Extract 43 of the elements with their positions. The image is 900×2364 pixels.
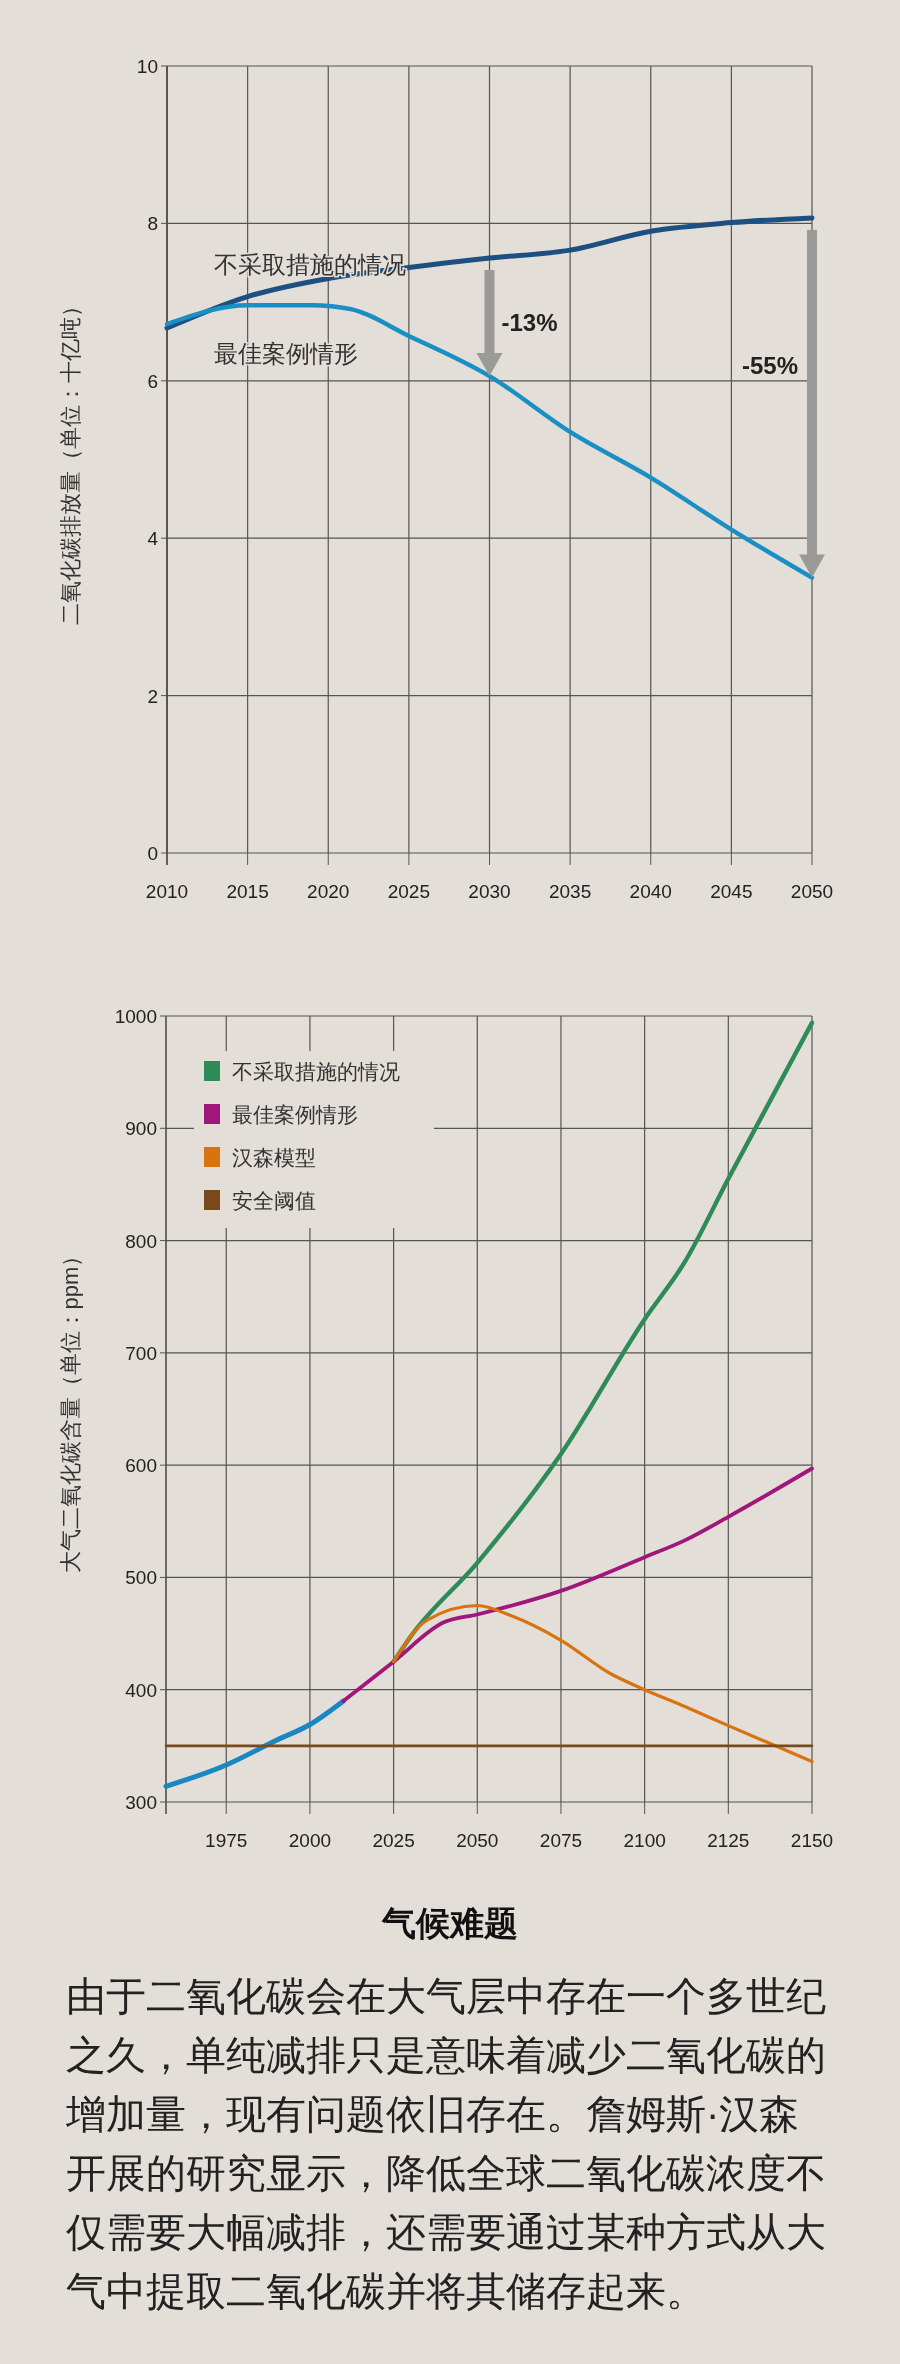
y-tick-label: 2 [147,685,158,707]
y-tick-label: 600 [125,1455,157,1477]
legend-label: 汉森模型 [232,1146,316,1169]
text: 由于二氧化碳会在大气层中存在一个多世纪之久，单纯减排只是意味着减少二氧化碳的增加量，现有问题依旧存在。詹姆斯·汉森开展的研究显示，降低全球二氧化碳浓度不仅需要大幅减排，还需要通过某种方式从大气中提取二氧化碳并将其储存起来。 [65,1974,826,2313]
y-tick-label: 900 [125,1118,157,1140]
x-tick-label: 2025 [372,1830,415,1851]
x-tick-label: 1975 [205,1830,248,1851]
x-tick-label: 2050 [456,1830,499,1851]
x-tick-label: 2150 [790,1830,834,1851]
x-tick-label: 2100 [623,1830,666,1851]
y-tick-label: 500 [125,1567,157,1589]
annotation: -55% [741,351,798,379]
y-axis-title: 大气二氧化碳含量（单位：ppm） [58,1244,83,1574]
x-tick-label: 2030 [468,881,511,902]
y-tick-label: 4 [147,528,159,550]
x-tick-label: 2020 [307,881,350,902]
x-tick-label: 2075 [539,1830,583,1851]
line-series [392,1603,814,1764]
legend-label: 最佳案例情形 [232,1103,358,1126]
x-tick-label: 2125 [707,1830,750,1851]
legend-label: 安全阈值 [232,1189,316,1212]
x-tick-label: 2000 [288,1830,332,1851]
text: 气候难题 [381,1904,518,1942]
x-tick-label: 2015 [226,881,269,902]
y-tick-label: 6 [147,370,158,392]
y-tick-label: 800 [125,1230,157,1252]
y-axis-title: 二氧化碳排放量（单位：十亿吨） [58,294,83,625]
y-tick-label: 1000 [114,1006,157,1027]
x-tick-label: 2010 [145,881,189,902]
legend-label: 不采取措施的情况 [232,1060,400,1083]
x-tick-label: 2040 [629,881,672,902]
x-tick-label: 2025 [387,881,431,902]
annotation: -13% [501,309,558,337]
x-tick-label: 2050 [790,881,834,902]
y-tick-label: 10 [136,56,158,77]
y-tick-label: 8 [147,213,158,235]
y-tick-label: 0 [147,843,158,864]
x-tick-label: 2045 [710,881,753,902]
y-tick-label: 400 [125,1679,157,1701]
x-tick-label: 2035 [548,881,592,902]
line-series [341,1466,814,1703]
y-tick-label: 700 [125,1342,157,1364]
y-tick-label: 300 [125,1792,157,1813]
